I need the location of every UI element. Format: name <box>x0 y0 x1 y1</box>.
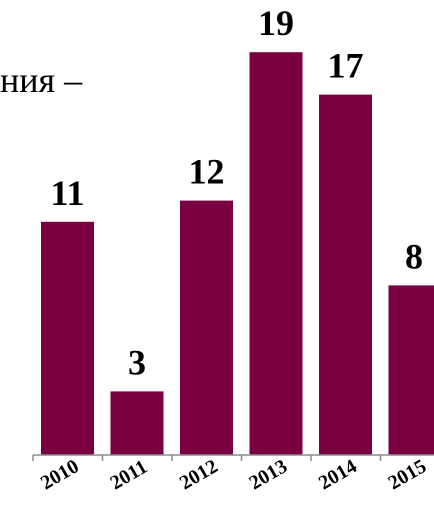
data-labels-layer: 11 3 12 19 17 8 <box>50 3 423 382</box>
tick-label-2012: 2012 <box>176 455 222 494</box>
tick-label-2015: 2015 <box>385 455 431 494</box>
data-label-2011: 3 <box>128 342 146 382</box>
tick-label-2014: 2014 <box>315 455 361 494</box>
bars-layer <box>41 52 434 455</box>
bar-2013 <box>249 52 303 455</box>
clipped-text-fragment: ния – <box>0 60 83 100</box>
bar-2012 <box>180 200 233 455</box>
tick-labels-layer: 2010 2011 2012 2013 2014 2015 <box>37 455 430 494</box>
bar-2010 <box>41 221 94 455</box>
data-label-2014: 17 <box>328 46 364 86</box>
bar-2011 <box>110 391 164 455</box>
data-label-2010: 11 <box>50 173 84 213</box>
data-label-2013: 19 <box>258 3 294 43</box>
tick-label-2011: 2011 <box>107 456 152 495</box>
data-label-2012: 12 <box>189 152 225 192</box>
data-label-2015: 8 <box>405 236 423 276</box>
bar-2014 <box>319 94 372 455</box>
x-axis <box>32 454 434 461</box>
tick-label-2013: 2013 <box>246 455 292 494</box>
tick-label-2010: 2010 <box>37 455 83 494</box>
bar-2015 <box>388 285 434 455</box>
